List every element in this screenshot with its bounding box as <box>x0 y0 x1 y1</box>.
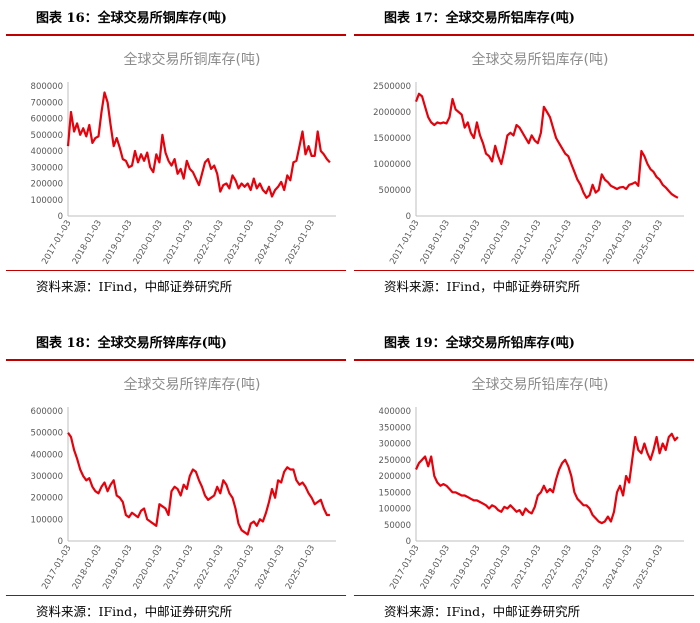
series-line <box>415 432 679 525</box>
x-tick-label: 2025-01-03 <box>632 544 665 592</box>
y-tick-label: 2500000 <box>373 82 411 92</box>
y-tick-label: 350000 <box>379 423 411 433</box>
figure-18-panel: 图表 18：全球交易所锌库存(吨) 全球交易所锌库存(吨) 0 100000 2000… <box>6 331 346 621</box>
y-tick-label: 500000 <box>31 429 63 439</box>
x-tick-label: 2017-01-03 <box>40 544 73 592</box>
x-tick-label: 2018-01-03 <box>71 219 104 267</box>
y-tick-label: 500000 <box>31 131 63 141</box>
title-rule <box>6 359 346 361</box>
y-tick-label: 0 <box>58 537 63 547</box>
y-tick-label: 100000 <box>31 196 63 206</box>
x-tick-label: 2022-01-03 <box>193 544 226 592</box>
y-tick-label: 700000 <box>31 98 63 108</box>
source-note: 资料来源：IFind，中邮证券研究所 <box>384 279 581 294</box>
source-rule <box>354 595 694 596</box>
x-tick-label: 2024-01-03 <box>601 219 634 267</box>
figure-19-panel: 图表 19：全球交易所铅库存(吨) 全球交易所铅库存(吨) 0 50000 10000… <box>354 331 694 621</box>
x-tick-label: 2019-01-03 <box>101 544 134 592</box>
y-tick-label: 1500000 <box>373 134 411 144</box>
x-tick-label: 2025-01-03 <box>284 219 317 267</box>
y-tick-label: 2000000 <box>373 108 411 118</box>
x-tick-label: 2021-01-03 <box>510 544 543 592</box>
y-tick-label: 500000 <box>379 186 411 196</box>
y-tick-label: 600000 <box>31 407 63 417</box>
lead-chart: 全球交易所铅库存(吨) 0 50000 100000 150000 200000 25000… <box>379 376 684 592</box>
y-tick-label: 250000 <box>379 456 411 466</box>
x-tick-label: 2024-01-03 <box>253 219 286 267</box>
source-rule <box>6 270 346 271</box>
y-tick-label: 0 <box>58 212 63 222</box>
title-rule <box>354 34 694 36</box>
x-tick-label: 2021-01-03 <box>510 219 543 267</box>
x-tick-label: 2025-01-03 <box>284 544 317 592</box>
x-tick-label: 2022-01-03 <box>541 544 574 592</box>
x-tick-label: 2022-01-03 <box>541 219 574 267</box>
x-tick-label: 2023-01-03 <box>571 219 604 267</box>
series-line <box>66 91 331 198</box>
y-tick-label: 1000000 <box>373 160 411 170</box>
x-tick-label: 2023-01-03 <box>223 544 256 592</box>
figure-title: 图表 17：全球交易所铝库存(吨) <box>384 11 575 26</box>
x-tick-label: 2023-01-03 <box>571 544 604 592</box>
x-tick-label: 2020-01-03 <box>480 544 513 592</box>
y-tick-label: 800000 <box>31 82 63 92</box>
y-tick-label: 100000 <box>379 505 411 515</box>
figure-title: 图表 18：全球交易所锌库存(吨) <box>36 336 227 351</box>
source-rule <box>6 595 346 596</box>
y-tick-label: 300000 <box>31 163 63 173</box>
x-tick-label: 2025-01-03 <box>632 219 665 267</box>
y-tick-label: 0 <box>406 537 411 547</box>
x-tick-label: 2020-01-03 <box>132 219 165 267</box>
source-note: 资料来源：IFind，中邮证券研究所 <box>36 604 233 619</box>
x-tick-label: 2024-01-03 <box>601 544 634 592</box>
figure-16-panel: 图表 16：全球交易所铜库存(吨) 全球交易所铜库存(吨) 0 100000 2000… <box>6 6 346 296</box>
aluminum-chart: 全球交易所铝库存(吨) 0 500000 1000000 1500000 2000000 2… <box>373 51 684 267</box>
chart-title: 全球交易所铅库存(吨) <box>472 376 609 393</box>
x-tick-label: 2018-01-03 <box>419 219 452 267</box>
y-tick-label: 50000 <box>384 521 411 531</box>
figure-title: 图表 19：全球交易所铅库存(吨) <box>384 336 575 351</box>
x-tick-label: 2022-01-03 <box>193 219 226 267</box>
x-tick-label: 2020-01-03 <box>132 544 165 592</box>
y-tick-label: 600000 <box>31 115 63 125</box>
y-tick-label: 200000 <box>379 472 411 482</box>
title-rule <box>354 359 694 361</box>
y-tick-label: 0 <box>406 212 411 222</box>
series-line <box>414 92 679 199</box>
y-tick-label: 100000 <box>31 515 63 525</box>
x-tick-label: 2019-01-03 <box>449 219 482 267</box>
figure-17-panel: 图表 17：全球交易所铝库存(吨) 全球交易所铝库存(吨) 0 500000 1000… <box>354 6 694 296</box>
x-tick-label: 2020-01-03 <box>480 219 513 267</box>
x-tick-label: 2017-01-03 <box>388 544 421 592</box>
source-note: 资料来源：IFind，中邮证券研究所 <box>384 604 581 619</box>
x-tick-label: 2018-01-03 <box>71 544 104 592</box>
source-rule <box>354 270 694 271</box>
zinc-chart: 全球交易所锌库存(吨) 0 100000 200000 300000 400000 5000… <box>31 376 336 592</box>
chart-title: 全球交易所锌库存(吨) <box>124 376 261 393</box>
x-tick-label: 2017-01-03 <box>388 219 421 267</box>
x-tick-label: 2024-01-03 <box>253 544 286 592</box>
chart-title: 全球交易所铝库存(吨) <box>472 51 609 68</box>
chart-title: 全球交易所铜库存(吨) <box>124 51 261 68</box>
x-tick-label: 2017-01-03 <box>40 219 73 267</box>
x-tick-label: 2019-01-03 <box>449 544 482 592</box>
y-tick-label: 300000 <box>31 472 63 482</box>
x-tick-label: 2021-01-03 <box>162 219 195 267</box>
copper-chart: 全球交易所铜库存(吨) 0 100000 200000 300000 400000 5000… <box>31 51 336 267</box>
x-tick-label: 2021-01-03 <box>162 544 195 592</box>
x-tick-label: 2019-01-03 <box>101 219 134 267</box>
y-tick-label: 150000 <box>379 488 411 498</box>
y-tick-label: 400000 <box>379 407 411 417</box>
source-note: 资料来源：IFind，中邮证券研究所 <box>36 279 233 294</box>
y-tick-label: 200000 <box>31 494 63 504</box>
x-tick-label: 2023-01-03 <box>223 219 256 267</box>
series-line <box>67 432 330 536</box>
x-tick-label: 2018-01-03 <box>419 544 452 592</box>
title-rule <box>6 34 346 36</box>
figure-title: 图表 16：全球交易所铜库存(吨) <box>36 11 227 26</box>
y-tick-label: 400000 <box>31 147 63 157</box>
y-tick-label: 300000 <box>379 440 411 450</box>
y-tick-label: 200000 <box>31 180 63 190</box>
y-tick-label: 400000 <box>31 450 63 460</box>
